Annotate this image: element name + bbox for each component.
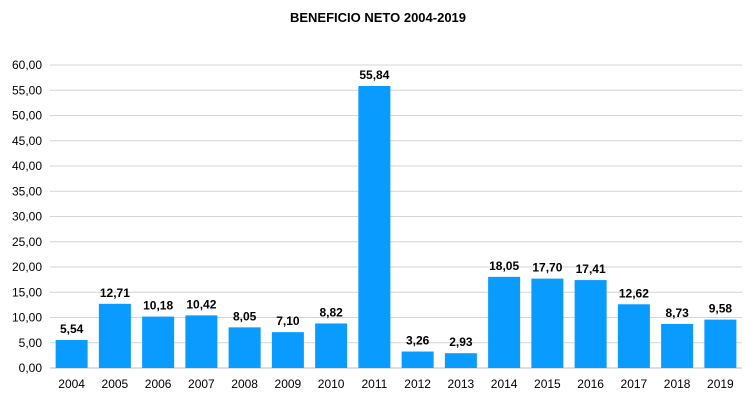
data-label: 10,42 <box>186 297 216 311</box>
x-tick-label: 2013 <box>448 377 475 391</box>
bar-2007 <box>185 315 218 368</box>
bar-2006 <box>142 316 175 368</box>
bar-2016 <box>574 280 607 368</box>
bar-2013 <box>444 353 477 368</box>
x-tick-label: 2009 <box>275 377 302 391</box>
x-tick-label: 2018 <box>664 377 691 391</box>
y-tick-label: 5,00 <box>19 336 43 350</box>
data-label: 10,18 <box>143 299 173 313</box>
y-tick-label: 20,00 <box>12 260 42 274</box>
data-label: 18,05 <box>489 259 519 273</box>
bar-2004 <box>55 340 88 368</box>
bar-2015 <box>531 278 564 368</box>
x-tick-label: 2012 <box>404 377 431 391</box>
x-tick-label: 2016 <box>577 377 604 391</box>
data-label: 5,54 <box>60 322 84 336</box>
bar-2019 <box>704 319 737 368</box>
y-tick-label: 45,00 <box>12 134 42 148</box>
x-tick-label: 2004 <box>58 377 85 391</box>
x-tick-label: 2005 <box>102 377 129 391</box>
y-tick-label: 35,00 <box>12 184 42 198</box>
data-label: 8,82 <box>319 305 343 319</box>
y-tick-label: 30,00 <box>12 210 42 224</box>
x-tick-label: 2019 <box>707 377 734 391</box>
x-tick-label: 2008 <box>231 377 258 391</box>
bar-2011 <box>358 86 391 369</box>
x-tick-label: 2015 <box>534 377 561 391</box>
x-tick-label: 2007 <box>188 377 215 391</box>
y-tick-label: 55,00 <box>12 83 42 97</box>
bar-2018 <box>661 323 694 368</box>
data-label: 3,26 <box>406 334 430 348</box>
data-labels: 5,54 12,71 10,18 10,42 8,05 7,10 8,82 55,84 3,26… <box>60 68 732 349</box>
data-label: 17,41 <box>576 262 606 276</box>
y-tick-label: 25,00 <box>12 235 42 249</box>
y-tick-label: 0,00 <box>19 361 43 375</box>
bars <box>55 86 737 369</box>
data-label: 9,58 <box>709 302 733 316</box>
y-axis-ticks: 0,00 5,00 10,00 15,00 20,00 25,00 30,00 35,00 40… <box>12 58 42 375</box>
x-tick-label: 2006 <box>145 377 172 391</box>
y-tick-label: 10,00 <box>12 311 42 325</box>
y-tick-label: 60,00 <box>12 58 42 72</box>
x-tick-label: 2010 <box>318 377 345 391</box>
data-label: 2,93 <box>449 335 473 349</box>
x-tick-label: 2011 <box>361 377 387 391</box>
bar-2014 <box>488 276 521 368</box>
data-label: 7,10 <box>276 314 300 328</box>
data-label: 8,05 <box>233 309 257 323</box>
data-label: 17,70 <box>532 261 562 275</box>
chart-title: BENEFICIO NETO 2004-2019 <box>290 10 466 25</box>
y-tick-label: 15,00 <box>12 285 42 299</box>
x-tick-label: 2014 <box>491 377 518 391</box>
bar-2010 <box>315 323 348 368</box>
bar-2005 <box>98 303 131 368</box>
y-tick-label: 50,00 <box>12 109 42 123</box>
data-label: 12,71 <box>100 286 130 300</box>
data-label: 12,62 <box>619 286 649 300</box>
bar-2008 <box>228 327 261 368</box>
x-axis-ticks: 2004 2005 2006 2007 2008 2009 2010 2011 2012 2013… <box>58 377 734 391</box>
bar-2012 <box>401 351 434 368</box>
bar-2009 <box>271 332 304 368</box>
data-label: 8,73 <box>665 306 689 320</box>
x-tick-label: 2017 <box>621 377 648 391</box>
y-tick-label: 40,00 <box>12 159 42 173</box>
bar-2017 <box>617 304 650 368</box>
data-label: 55,84 <box>359 68 389 82</box>
